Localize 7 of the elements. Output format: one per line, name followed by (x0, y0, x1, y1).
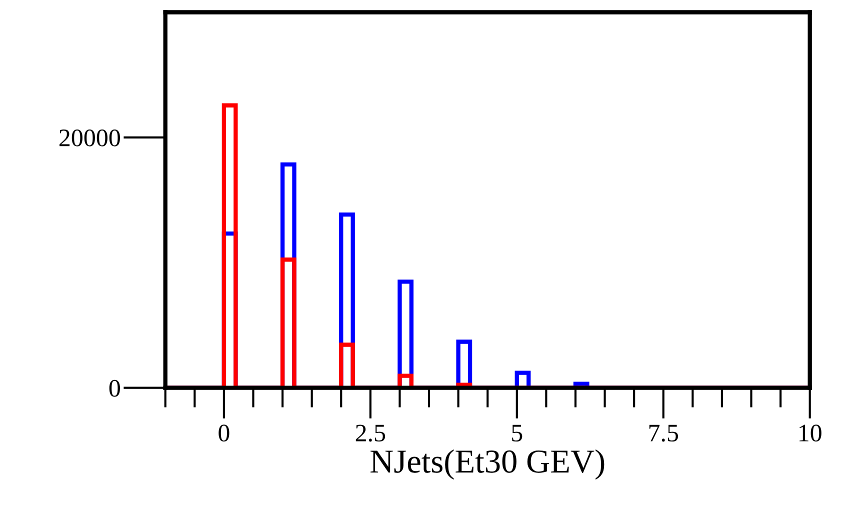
x-tick-label: 10 (800, 424, 822, 442)
x-axis-title: NJets(Et30 GEV) (370, 449, 604, 480)
x-tick-label: 7.5 (649, 424, 678, 442)
y-tick-label: 20000 (60, 129, 120, 146)
x-tick-label: 0 (218, 424, 230, 442)
x-tick-label: 5 (512, 424, 522, 442)
x-tick-label: 2.5 (356, 424, 386, 442)
